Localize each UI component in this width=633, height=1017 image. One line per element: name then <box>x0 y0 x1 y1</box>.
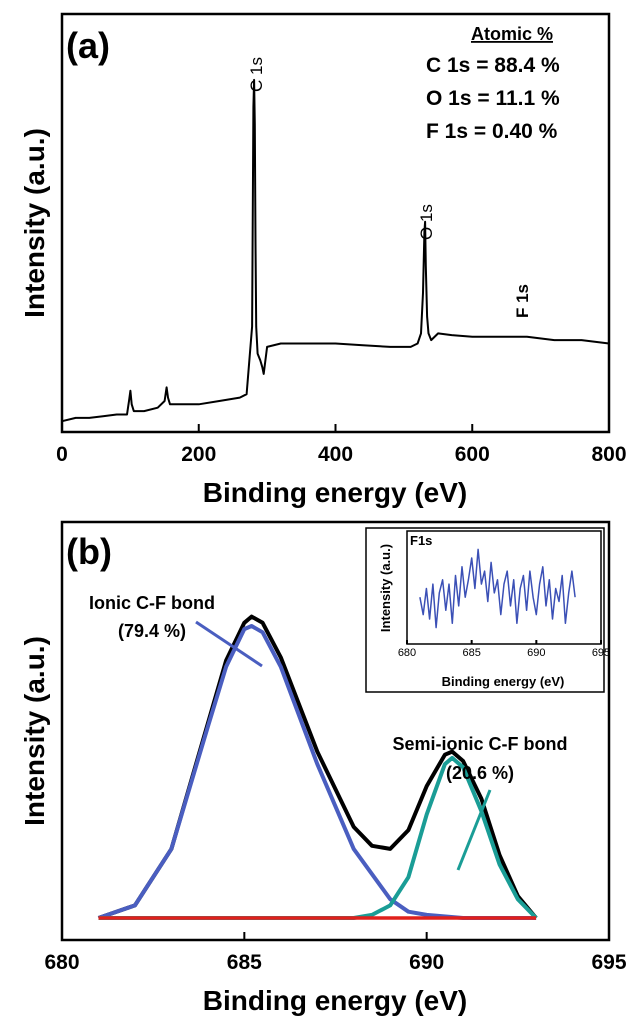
inset-xlabel: Binding energy (eV) <box>442 674 565 689</box>
inset-series-line-0 <box>419 548 576 629</box>
panel-a-x-tick-label: 200 <box>181 443 216 466</box>
panel-b-x-ticks: 680 685 690 695 <box>44 932 627 974</box>
inset-x-ticks: 680 685 690 695 <box>398 640 610 659</box>
atomic-line-c1s: C 1s = 88.4 % <box>426 54 560 77</box>
ionic-annotation: Ionic C-F bond (79.4 %) <box>89 593 263 668</box>
inset-x-tick-label: 680 <box>398 647 416 659</box>
panel-a-x-tick-label: 400 <box>318 443 353 466</box>
atomic-line-o1s: O 1s = 11.1 % <box>426 87 560 110</box>
panel-a-series-line-0 <box>61 78 610 423</box>
panel-b-series <box>97 614 538 920</box>
panel-b: (b) Intensity (a.u.) Binding energy (eV)… <box>19 520 627 1016</box>
panel-b-ylabel: Intensity (a.u.) <box>19 636 50 826</box>
inset-outer-frame <box>365 527 605 693</box>
inset-series <box>419 548 576 629</box>
inset-ylabel: Intensity (a.u.) <box>378 544 393 632</box>
semi-ionic-annotation: Semi-ionic C-F bond (20.6 %) <box>393 734 568 871</box>
ionic-label: Ionic C-F bond <box>89 593 215 613</box>
panel-b-series-line-1 <box>97 624 537 920</box>
peak-label-f1s: F 1s <box>513 284 532 318</box>
inset-f1s: F1s Intensity (a.u.) Binding energy (eV)… <box>365 527 610 693</box>
peak-label-o1s: O 1s <box>417 204 436 240</box>
inset-x-tick-label: 695 <box>592 647 610 659</box>
panel-b-x-tick-label: 685 <box>227 951 262 974</box>
atomic-percent-annotation: Atomic % C 1s = 88.4 % O 1s = 11.1 % F 1… <box>426 24 560 143</box>
atomic-title: Atomic % <box>471 24 553 44</box>
panel-b-frame <box>60 520 611 942</box>
ionic-percent: (79.4 %) <box>118 621 186 641</box>
panel-b-label: (b) <box>66 531 112 572</box>
panel-b-x-tick-label: 680 <box>44 951 79 974</box>
panel-a-x-tick-label: 600 <box>455 443 490 466</box>
panel-a-x-tick-label: 0 <box>56 443 68 466</box>
ionic-leader-line <box>195 620 263 668</box>
panel-b-x-tick-label: 690 <box>409 951 444 974</box>
inset-x-tick-label: 690 <box>527 647 545 659</box>
panel-a-ylabel: Intensity (a.u.) <box>19 128 50 318</box>
panel-a-x-ticks: 0 200 400 600 800 <box>56 424 627 466</box>
semi-ionic-label: Semi-ionic C-F bond <box>393 734 568 754</box>
panel-b-xlabel: Binding energy (eV) <box>203 985 467 1016</box>
panel-a: (a) Intensity (a.u.) Binding energy (eV)… <box>19 12 627 508</box>
inset-x-tick-label: 685 <box>462 647 480 659</box>
panel-a-series <box>61 78 610 423</box>
semi-ionic-leader-line <box>456 789 492 871</box>
semi-ionic-percent: (20.6 %) <box>446 763 514 783</box>
panel-b-x-tick-label: 695 <box>591 951 626 974</box>
inset-plot-frame <box>406 530 602 645</box>
panel-a-x-tick-label: 800 <box>591 443 626 466</box>
atomic-line-f1s: F 1s = 0.40 % <box>426 120 558 143</box>
panel-a-xlabel: Binding energy (eV) <box>203 477 467 508</box>
inset-title: F1s <box>410 533 432 548</box>
panel-a-label: (a) <box>66 25 110 66</box>
peak-label-c1s: C 1s <box>247 57 266 92</box>
